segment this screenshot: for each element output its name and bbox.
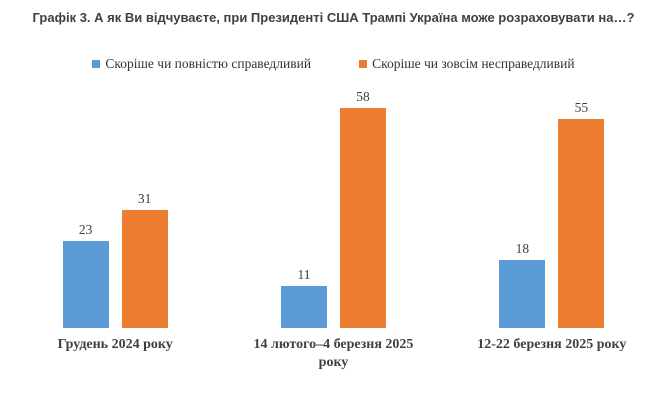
bar-value-label: 11 <box>297 266 311 282</box>
bar-pair: 11 58 <box>280 86 386 329</box>
bar-value-label: 31 <box>137 190 152 206</box>
bar-group: 11 58 14 лютого–4 березня 2025 року <box>224 86 442 372</box>
bar-with-label: 23 <box>62 221 109 329</box>
bar-group: 23 31 Грудень 2024 року <box>6 86 224 372</box>
legend-label: Скоріше чи зовсім несправедливий <box>372 56 575 72</box>
legend-swatch <box>92 60 101 69</box>
chart-title: Графік 3. А як Ви відчуваєте, при Презид… <box>32 10 635 25</box>
legend-label: Скоріше чи повністю справедливий <box>105 56 312 72</box>
legend-item: Скоріше чи повністю справедливий <box>92 56 311 72</box>
bar <box>339 108 386 329</box>
bar-pair: 18 55 <box>499 86 605 329</box>
legend: Скоріше чи повністю справедливий Скоріше … <box>0 56 667 72</box>
bar-value-label: 58 <box>356 88 370 104</box>
bar <box>499 260 546 329</box>
bar <box>62 241 109 329</box>
bar <box>280 286 327 329</box>
bar-with-label: 31 <box>121 190 168 329</box>
bar-with-label: 58 <box>339 88 386 329</box>
category-label: 14 лютого–4 березня 2025 року <box>253 337 414 371</box>
bar-with-label: 55 <box>558 99 605 329</box>
bar <box>558 119 605 329</box>
category-label: 12-22 березня 2025 року <box>477 337 627 353</box>
bar-pair: 23 31 <box>62 86 168 329</box>
category-label: Грудень 2024 року <box>57 337 173 353</box>
bar <box>121 210 168 329</box>
bar-with-label: 11 <box>280 266 327 329</box>
bar-group: 18 55 12-22 березня 2025 року <box>443 86 661 372</box>
bar-value-label: 55 <box>574 99 589 115</box>
legend-swatch <box>359 60 368 69</box>
bar-value-label: 18 <box>515 240 530 256</box>
plot-area: 23 31 Грудень 2024 року 11 58 14 лютого–4 бер… <box>0 86 667 372</box>
bar-value-label: 23 <box>78 221 93 237</box>
legend-item: Скоріше чи зовсім несправедливий <box>359 56 575 72</box>
bar-with-label: 18 <box>499 240 546 329</box>
